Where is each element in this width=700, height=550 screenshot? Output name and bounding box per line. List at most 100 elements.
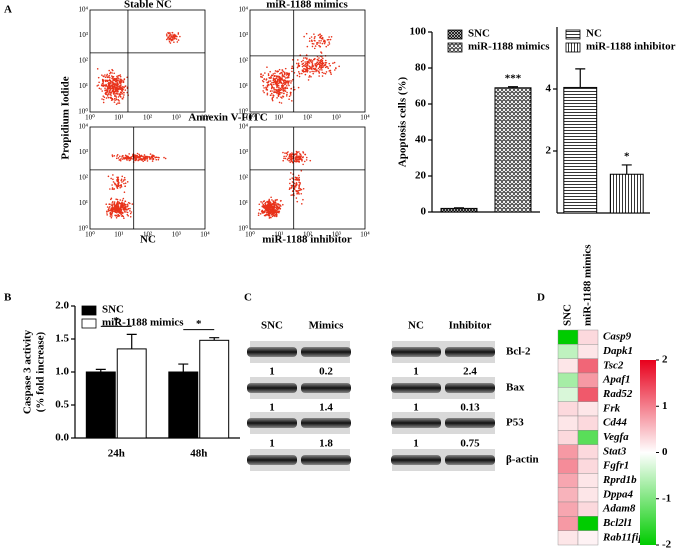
event-dot [123, 210, 126, 213]
event-dot [307, 67, 309, 70]
event-dot [263, 78, 265, 80]
event-dot [102, 79, 105, 81]
flow-x-tick: 10⁰ [245, 231, 255, 239]
event-dot [100, 88, 102, 90]
event-dot [319, 64, 321, 66]
event-dot [319, 33, 321, 35]
event-dot [121, 92, 124, 95]
event-dot [143, 154, 146, 156]
event-dot [296, 62, 298, 65]
event-dot [313, 37, 316, 39]
event-dot [272, 73, 275, 75]
event-dot [317, 34, 320, 36]
legend-swatch [447, 42, 463, 53]
event-dot [297, 86, 300, 89]
event-dot [111, 207, 114, 209]
event-dot [319, 45, 321, 48]
event-dot [120, 184, 123, 187]
event-dot [109, 213, 112, 215]
event-dot [115, 98, 118, 101]
event-dot [286, 87, 289, 89]
event-dot [277, 94, 280, 96]
event-dot [303, 68, 305, 70]
event-dot [304, 153, 307, 156]
event-dot [305, 66, 308, 69]
event-dot [300, 158, 302, 160]
event-dot [282, 203, 284, 206]
event-dot [121, 97, 124, 100]
event-dot [290, 153, 293, 156]
event-dot [258, 203, 261, 206]
event-dot [324, 61, 327, 64]
event-dot [305, 68, 307, 71]
bar [168, 371, 199, 439]
blot-column: Inhibitor [449, 320, 492, 332]
event-dot [116, 82, 118, 85]
event-dot [289, 80, 291, 82]
event-dot [289, 157, 291, 159]
event-dot [128, 157, 130, 160]
event-dot [266, 66, 268, 68]
event-dot [311, 70, 313, 73]
event-dot [278, 93, 281, 96]
event-dot [302, 163, 304, 166]
event-dot [176, 41, 179, 43]
event-dot [116, 201, 119, 204]
event-dot [275, 81, 277, 83]
event-dot [301, 70, 304, 72]
event-dot [264, 206, 266, 209]
event-dot [276, 198, 278, 201]
event-dot [155, 156, 158, 159]
bar [609, 173, 644, 214]
event-dot [115, 97, 118, 99]
event-dot [307, 61, 310, 64]
event-dot [115, 93, 117, 95]
event-dot [313, 68, 316, 71]
event-dot [296, 74, 299, 77]
event-dot [280, 71, 283, 74]
flow-title: Stable NC [124, 0, 172, 11]
event-dot [116, 79, 118, 81]
event-dot [281, 85, 284, 88]
event-dot [270, 92, 273, 95]
event-dot [283, 87, 285, 89]
event-dot [283, 88, 285, 90]
event-dot [261, 202, 264, 204]
event-dot [307, 79, 310, 81]
flow-x-tick: 10³ [172, 231, 181, 239]
flow-x-tick: 10⁰ [85, 114, 95, 122]
event-dot [298, 151, 300, 153]
event-dot [117, 79, 119, 82]
event-dot [274, 80, 276, 83]
event-dot [123, 203, 126, 206]
event-dot [316, 41, 319, 44]
row-label: Bcl2l1 [602, 517, 632, 529]
event-dot [100, 84, 103, 87]
heatmap-cell [557, 387, 579, 402]
sig-label: *** [505, 72, 522, 84]
flow-x-tick: 10³ [332, 231, 341, 239]
event-dot [123, 94, 125, 96]
flow-x-tick: 10³ [332, 114, 341, 122]
blot-ratio: 1 [269, 402, 275, 414]
event-dot [115, 103, 118, 105]
event-dot [298, 176, 300, 179]
heatmap-cell [577, 516, 599, 531]
event-dot [286, 153, 289, 156]
event-dot [278, 91, 281, 94]
event-dot [111, 204, 113, 206]
event-dot [275, 215, 278, 218]
event-dot [112, 82, 115, 84]
blot-strip [250, 377, 350, 399]
event-dot [298, 64, 301, 67]
event-dot [172, 35, 175, 38]
event-dot [117, 102, 119, 104]
event-dot [113, 155, 116, 157]
event-dot [286, 93, 288, 96]
event-dot [297, 158, 299, 161]
event-dot [291, 152, 293, 154]
blot-ratio: 1 [269, 366, 275, 378]
event-dot [290, 184, 293, 187]
event-dot [170, 35, 173, 38]
blot-column: Mimics [309, 320, 345, 332]
